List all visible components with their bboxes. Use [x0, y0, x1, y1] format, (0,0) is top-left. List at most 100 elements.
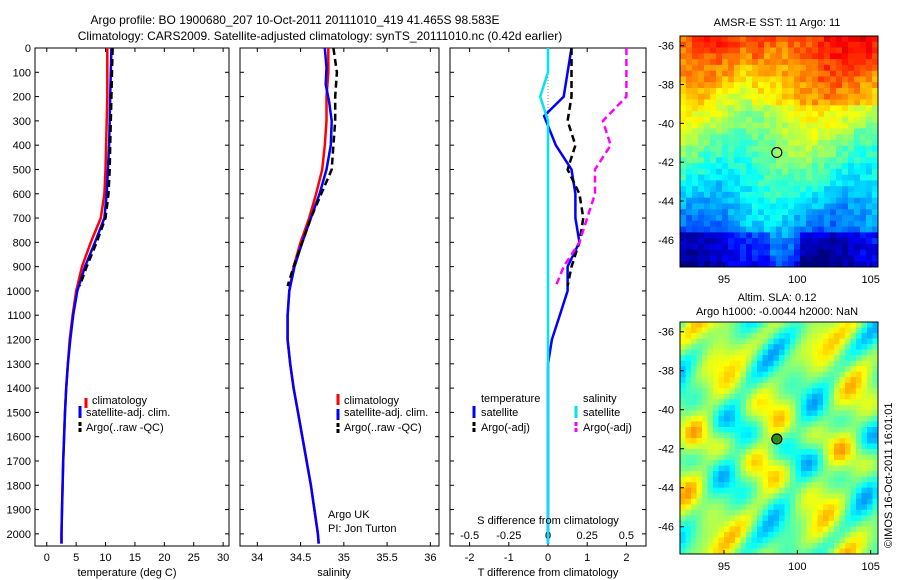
sst-cell: [818, 197, 825, 204]
sst-cell: [728, 151, 735, 158]
sla-cell: [680, 349, 686, 356]
sla-cell: [685, 449, 692, 455]
sla-cell: [768, 404, 774, 411]
sla-cell: [872, 432, 878, 439]
sst-cell: [698, 197, 705, 204]
sla-cell: [845, 382, 851, 389]
sst-cell: [818, 145, 825, 152]
sst-cell: [770, 99, 777, 106]
sst-cell: [764, 76, 771, 83]
sla-cell: [713, 344, 719, 350]
sla-cell: [779, 327, 785, 334]
sst-cell: [734, 70, 741, 77]
sla-cell: [861, 531, 868, 538]
sla-cell: [839, 404, 846, 411]
sla-cell: [685, 421, 692, 428]
sla-cell: [867, 333, 873, 339]
sst-cell: [686, 122, 693, 129]
sst-cell: [854, 41, 861, 48]
sla-cell: [735, 543, 741, 549]
sst-cell: [860, 111, 867, 118]
sla-cell: [867, 482, 873, 489]
sla-cell: [872, 404, 878, 411]
sla-cell: [856, 377, 862, 384]
sla-cell: [751, 338, 758, 345]
sst-cell: [722, 232, 729, 239]
sla-cell: [751, 515, 758, 522]
sst-cell: [836, 209, 843, 216]
sst-cell: [824, 82, 831, 89]
sst-cell: [800, 157, 807, 164]
sst-cell: [686, 128, 693, 135]
sst-cell: [734, 82, 741, 89]
sst-cell: [728, 122, 735, 129]
sst-cell: [782, 105, 789, 112]
sst-cell: [758, 111, 765, 118]
sst-cell: [860, 36, 867, 43]
sla-cell: [828, 333, 835, 339]
sst-cell: [866, 134, 873, 141]
sla-cell: [795, 322, 802, 328]
sla-cell: [795, 504, 802, 511]
sla-cell: [806, 371, 813, 378]
sst-cell: [722, 145, 729, 152]
sst-cell: [812, 82, 819, 89]
sla-cell: [691, 526, 697, 533]
sla-cell: [861, 410, 868, 417]
sst-cell: [818, 99, 825, 106]
sst-cell: [806, 220, 813, 227]
sst-cell: [776, 215, 783, 222]
sst-cell: [764, 220, 771, 227]
sla-cell: [806, 410, 813, 417]
sla-cell: [850, 509, 857, 516]
sst-cell: [842, 76, 849, 83]
sst-cell: [842, 255, 849, 262]
sla-cell: [867, 548, 873, 554]
sla-cell: [845, 476, 851, 483]
sst-cell: [824, 238, 831, 245]
sla-cell: [746, 509, 752, 516]
sla-cell: [757, 504, 763, 511]
sst-cell: [746, 116, 753, 124]
sst-cell: [728, 209, 735, 216]
sla-cell: [790, 355, 796, 361]
sla-cell: [845, 333, 851, 339]
sla-cell: [834, 476, 840, 483]
satellite-line: [542, 47, 581, 544]
sst-cell: [752, 249, 759, 256]
sst-cell: [776, 174, 783, 181]
sst-cell: [794, 105, 801, 112]
sla-cell: [768, 460, 774, 466]
sst-cell: [692, 128, 699, 135]
sla-cell: [757, 471, 763, 477]
sla-cell: [867, 366, 873, 373]
sla-cell: [790, 421, 796, 428]
sst-cell: [752, 122, 759, 129]
sla-cell: [828, 349, 835, 356]
sla-cell: [696, 471, 703, 477]
sla-cell: [685, 465, 692, 472]
sla-cell: [823, 399, 829, 406]
sla-cell: [850, 493, 857, 500]
sst-cell: [704, 105, 711, 112]
sla-cell: [746, 443, 752, 450]
sst-cell: [842, 64, 849, 72]
sla-cell: [801, 338, 807, 345]
sla-cell: [713, 471, 719, 477]
sst-cell: [722, 139, 729, 147]
sla-cell: [729, 487, 736, 494]
sst-cell: [794, 139, 801, 147]
sla-cell: [790, 531, 796, 538]
sla-cell: [702, 520, 708, 527]
sst-cell: [830, 168, 837, 175]
sst-cell: [806, 82, 813, 89]
sst-cell: [800, 41, 807, 48]
sst-cell: [788, 209, 795, 216]
sst-cell: [866, 226, 873, 233]
sla-cell: [773, 344, 780, 350]
sst-cell: [788, 93, 795, 100]
sla-cell: [867, 355, 873, 361]
sst-cell: [758, 116, 765, 124]
sla-cell: [817, 432, 824, 439]
sla-cell: [729, 349, 736, 356]
